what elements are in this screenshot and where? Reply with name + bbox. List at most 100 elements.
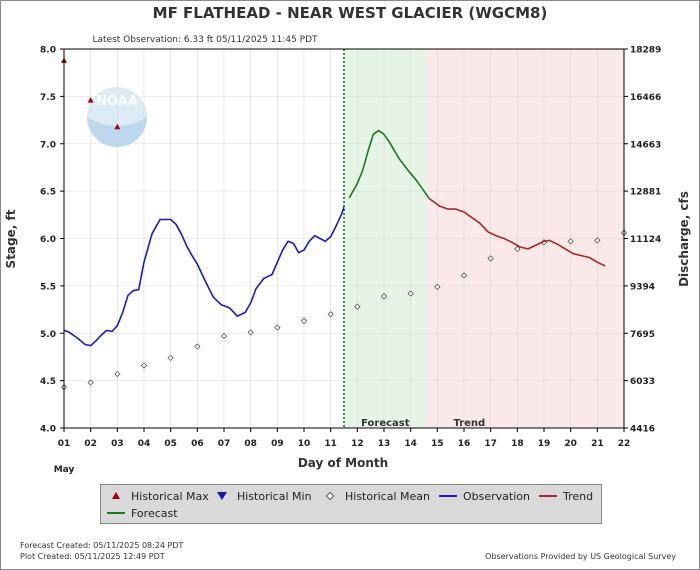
historical-mean-point (194, 343, 201, 350)
forecast-created-text: Forecast Created: 05/11/2025 08:24 PDT (20, 541, 184, 550)
legend-item-forecast: Forecast (107, 505, 178, 521)
y-tick-label-left: 5.5 (40, 282, 56, 292)
red-triangle-icon (107, 490, 125, 502)
y-tick-label-right: 16466 (630, 93, 661, 103)
y-tick-label-right: 14663 (630, 140, 661, 150)
diamond-icon (321, 490, 339, 502)
historical-mean-point (514, 245, 521, 253)
historical-mean-point (114, 370, 121, 378)
y-tick-label-left: 7.0 (40, 140, 56, 150)
historical-mean-point (220, 332, 228, 340)
chart-legend: Historical Max Historical Min Historical… (100, 484, 602, 524)
x-tick-label: 02 (84, 439, 97, 449)
series-line-observation (63, 206, 345, 347)
x-tick-label: 14 (404, 439, 417, 449)
y-tick-label-right: 18289 (630, 46, 661, 56)
plot-created-text: Plot Created: 05/11/2025 12:49 PDT (20, 552, 165, 561)
historical-mean-point (274, 324, 281, 331)
legend-label: Observation (463, 489, 530, 503)
historical-mean-series (60, 229, 628, 391)
chart-subtitle: Latest Observation: 6.33 ft 05/11/2025 1… (92, 35, 318, 45)
y-tick-label-right: 4416 (630, 425, 655, 435)
data-provider-text: Observations Provided by US Geological S… (485, 552, 676, 561)
x-tick-label: 18 (511, 439, 524, 449)
x-tick-label: 20 (564, 439, 577, 449)
x-tick-label: 19 (538, 439, 551, 449)
historical-mean-point (167, 354, 174, 362)
legend-item-historical-min: Historical Min (213, 488, 312, 504)
historical-mean-point (140, 362, 148, 369)
series-line-trend (428, 198, 606, 267)
legend-item-observation: Observation (439, 488, 530, 504)
x-tick-label: 16 (458, 439, 471, 449)
y-tick-label-left: 4.5 (40, 377, 56, 387)
chart-title: MF FLATHEAD - NEAR WEST GLACIER (WGCM8) (153, 4, 548, 22)
noaa-logo-text: NOAA (96, 94, 138, 109)
x-tick-label: 09 (271, 439, 284, 449)
legend-label: Historical Max (131, 489, 209, 503)
y-tick-label-right: 11124 (630, 235, 661, 245)
noaa-logo-watermark: NOAA (87, 87, 147, 147)
data-series-lines (63, 129, 606, 347)
historical-max-point (87, 97, 94, 103)
historical-mean-point (487, 255, 494, 262)
y-tick-label-left: 7.5 (40, 93, 56, 103)
y-tick-label-right: 6033 (630, 377, 655, 387)
y-tick-label-left: 8.0 (40, 46, 56, 56)
right-y-axis-ticks: 4416 6033 7695 9394 11124 12881 14663 16466 1828… (624, 46, 661, 435)
historical-mean-point (594, 237, 601, 244)
red-line-icon (539, 490, 557, 502)
blue-triangle-down-icon (213, 490, 231, 502)
historical-mean-point (87, 379, 94, 386)
x-tick-label: 03 (111, 439, 124, 449)
x-tick-label: 10 (298, 439, 311, 449)
historical-mean-point (407, 290, 414, 297)
y-tick-label-left: 6.5 (40, 188, 56, 198)
region-labels: Forecast Trend (361, 418, 485, 429)
left-y-axis-ticks: 4.0 4.5 5.0 5.5 6.0 6.5 7.0 7.5 8.0 (40, 46, 64, 435)
left-y-axis-title: Stage, ft (4, 209, 18, 268)
series-line-forecast (348, 129, 430, 200)
region-label-trend: Trend (453, 418, 485, 429)
green-line-icon (107, 507, 125, 519)
y-tick-label-left: 4.0 (40, 425, 56, 435)
y-tick-label-right: 7695 (630, 330, 655, 340)
historical-mean-point (247, 329, 254, 336)
x-tick-label: 13 (378, 439, 391, 449)
right-y-axis-title: Discharge, cfs (677, 191, 691, 287)
y-tick-label-left: 6.0 (40, 235, 56, 245)
x-tick-label: 17 (484, 439, 497, 449)
historical-mean-point (327, 311, 334, 318)
region-label-forecast: Forecast (361, 418, 410, 429)
legend-label: Historical Mean (345, 489, 430, 503)
historical-mean-point (354, 303, 361, 310)
x-tick-label: 15 (431, 439, 444, 449)
legend-label: Forecast (131, 506, 178, 520)
historical-mean-point (300, 317, 308, 325)
x-tick-label: 05 (164, 439, 177, 449)
x-tick-label: 07 (218, 439, 231, 449)
historical-mean-point (434, 283, 441, 290)
x-tick-label: 04 (138, 439, 151, 449)
x-tick-label: 06 (191, 439, 204, 449)
y-tick-label-right: 12881 (630, 188, 661, 198)
y-tick-label-right: 9394 (630, 282, 655, 292)
historical-mean-point (380, 293, 388, 300)
legend-label: Historical Min (237, 489, 312, 503)
legend-item-historical-max: Historical Max (107, 488, 209, 504)
x-tick-label: 21 (591, 439, 604, 449)
x-axis-title: Day of Month (298, 456, 388, 470)
historical-max-point (114, 123, 121, 130)
x-month-label: May (54, 465, 75, 475)
historical-mean-point (460, 272, 468, 279)
x-tick-label: 08 (244, 439, 257, 449)
x-tick-label: 12 (351, 439, 364, 449)
legend-item-trend: Trend (539, 488, 593, 504)
x-axis-ticks: 01 02 03 04 05 06 07 08 09 10 11 12 13 14 15 16 17 18 19 20… (58, 428, 630, 449)
x-tick-label: 11 (324, 439, 337, 449)
x-tick-label: 01 (58, 439, 71, 449)
y-tick-label-left: 5.0 (40, 330, 56, 340)
legend-item-historical-mean: Historical Mean (321, 488, 430, 504)
legend-label: Trend (563, 489, 594, 503)
